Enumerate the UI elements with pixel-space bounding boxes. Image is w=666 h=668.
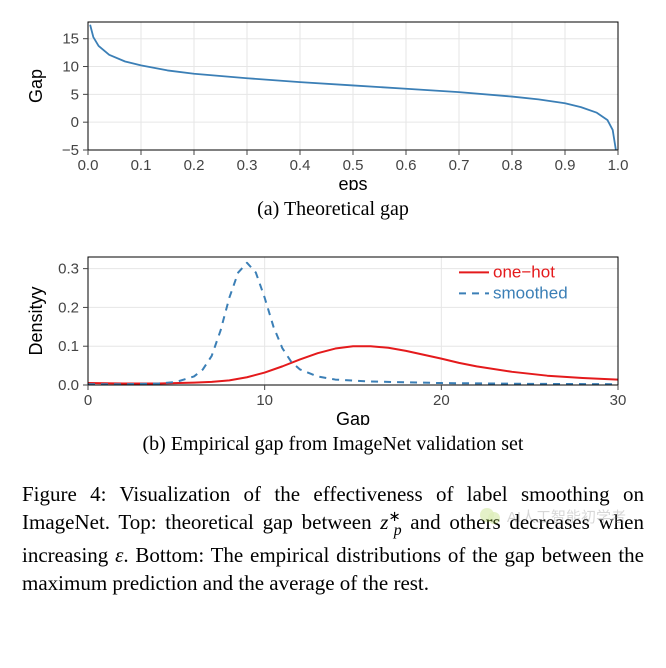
svg-text:smoothed: smoothed [493,283,568,302]
svg-text:0.2: 0.2 [184,157,205,174]
svg-text:0.1: 0.1 [58,338,79,355]
empirical-gap-chart: 0 10 20 30 0.0 0.1 0.2 0.3 Gap Densityy one−hot smo… [22,245,644,425]
svg-text:5: 5 [71,86,79,103]
top-chart-svg: 0.0 0.1 0.2 0.3 0.4 0.5 0.6 0.7 0.8 0.9 1.0 −5 0 5 10 1… [22,10,632,190]
figure-caption: Figure 4: Visualization of the effective… [22,480,644,597]
svg-text:eps: eps [338,174,367,190]
svg-text:0.6: 0.6 [396,157,417,174]
subcaption-a: (a) Theoretical gap [22,198,644,221]
svg-text:10: 10 [256,392,273,409]
svg-text:0.0: 0.0 [78,157,99,174]
svg-text:0.9: 0.9 [555,157,576,174]
svg-text:1.0: 1.0 [608,157,629,174]
caption-prefix: Figure 4: [22,482,119,506]
svg-text:0: 0 [84,392,92,409]
svg-text:0.3: 0.3 [58,261,79,278]
svg-text:0.4: 0.4 [290,157,311,174]
math-sub: p [394,522,402,539]
wechat-icon [479,505,501,527]
watermark-text: AI人工智能初学者 [507,506,626,527]
subcaption-b: (b) Empirical gap from ImageNet validati… [22,433,644,456]
svg-text:0.7: 0.7 [449,157,470,174]
svg-text:30: 30 [610,392,627,409]
svg-text:Gap: Gap [26,69,46,103]
svg-text:Densityy: Densityy [26,286,46,355]
svg-text:0.8: 0.8 [502,157,523,174]
svg-text:10: 10 [62,59,79,76]
svg-text:15: 15 [62,31,79,48]
svg-text:0.1: 0.1 [131,157,152,174]
svg-text:one−hot: one−hot [493,262,555,281]
svg-text:Gap: Gap [336,409,370,425]
svg-text:0.3: 0.3 [237,157,258,174]
watermark: AI人工智能初学者 [479,505,626,527]
svg-text:0.5: 0.5 [343,157,364,174]
theoretical-gap-chart: 0.0 0.1 0.2 0.3 0.4 0.5 0.6 0.7 0.8 0.9 1.0 −5 0 5 10 1… [22,10,644,190]
svg-text:0.2: 0.2 [58,299,79,316]
svg-text:−5: −5 [62,142,79,159]
svg-text:20: 20 [433,392,450,409]
figure-4: 0.0 0.1 0.2 0.3 0.4 0.5 0.6 0.7 0.8 0.9 1.0 −5 0 5 10 1… [0,0,666,617]
svg-text:0.0: 0.0 [58,377,79,394]
svg-text:0: 0 [71,114,79,131]
bottom-chart-svg: 0 10 20 30 0.0 0.1 0.2 0.3 Gap Densityy one−hot smo… [22,245,632,425]
